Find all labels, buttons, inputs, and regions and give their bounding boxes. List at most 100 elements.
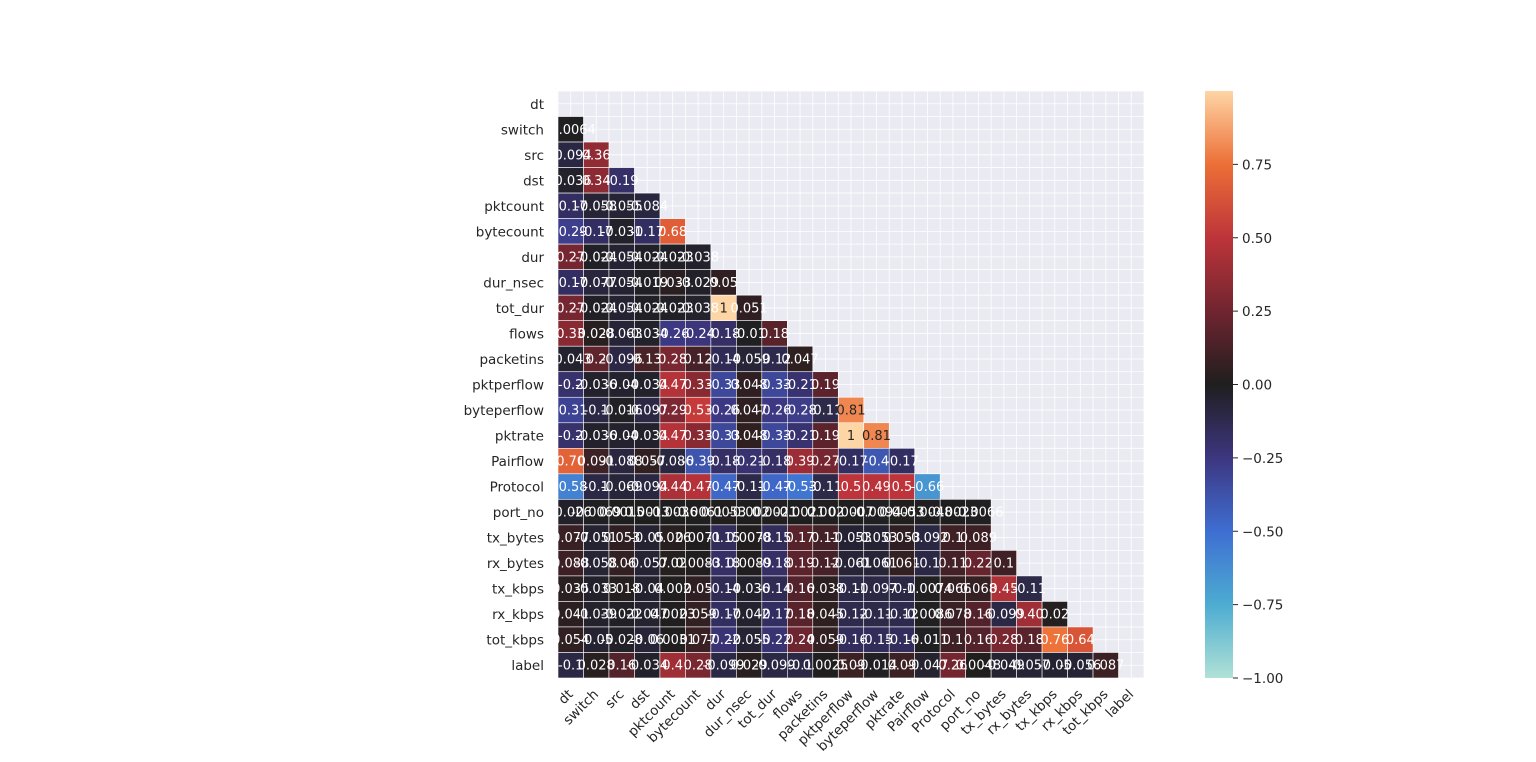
cell-value-label: 0.088 — [552, 557, 589, 572]
cell-value-label: 0.0013 — [624, 506, 670, 521]
heatmap-cell — [634, 575, 661, 602]
heatmap-cell — [761, 396, 788, 424]
heatmap-cell — [787, 499, 814, 526]
heatmap-cell — [812, 601, 839, 628]
cell-value-label: 0.0083 — [675, 557, 721, 572]
heatmap-cell — [685, 652, 712, 679]
heatmap-cell — [837, 550, 865, 577]
cell-value-label: -0.16 — [885, 633, 919, 648]
cell-value-label: 0.0071 — [675, 531, 721, 546]
cell-value-label: -0.01 — [732, 327, 766, 342]
heatmap-cell — [634, 218, 661, 245]
cell-value-label: -0.17 — [885, 455, 919, 470]
cell-value-label: -0.033 — [575, 582, 617, 597]
heatmap-cell — [557, 192, 584, 219]
y-tick-label: packetins — [479, 352, 544, 368]
cell-value-label: -0.66 — [911, 480, 945, 495]
heatmap-cell — [608, 294, 635, 321]
cell-value-label: -0.12 — [834, 608, 868, 623]
cell-value-label: -0.0023 — [928, 506, 978, 521]
cell-value-label: 0.47 — [684, 480, 713, 495]
y-tick-label: Pairflow — [491, 454, 544, 470]
cell-value-label: 0.002 — [807, 506, 844, 521]
heatmap-cell — [761, 575, 788, 602]
cell-value-label: -0.024 — [626, 250, 668, 265]
cell-value-label: -0.26 — [758, 404, 792, 419]
cell-value-label: -0.26 — [707, 404, 741, 419]
heatmap-cell — [812, 575, 839, 602]
heatmap-cell — [583, 141, 610, 168]
cell-value-label: -0.036 — [728, 582, 770, 597]
heatmap-cell — [659, 652, 686, 679]
cell-value-label: -0.053 — [856, 531, 898, 546]
heatmap-cell — [583, 243, 610, 270]
cell-value-label: 0.33 — [684, 429, 713, 444]
cell-value-label: -0.016 — [601, 404, 643, 419]
cell-value-label: 0.018 — [603, 582, 640, 597]
colorbar-tick-label: 0.50 — [1242, 231, 1272, 247]
cell-value-label: -0.034 — [626, 429, 668, 444]
cell-value-label: 0.02 — [1040, 608, 1069, 623]
cell-value-label: 0.053 — [603, 531, 640, 546]
heatmap-cell — [812, 524, 839, 551]
cell-value-label: -0.054 — [601, 250, 643, 265]
cell-value-label: 0.0025 — [803, 659, 849, 674]
heatmap-cell — [812, 422, 839, 449]
cell-value-label: -0.0066 — [953, 506, 1003, 521]
cell-value-label: -0.051 — [575, 531, 617, 546]
cell-value-label: 0.1 — [994, 557, 1015, 572]
heatmap-cell — [787, 550, 814, 577]
cell-value-label: -0.096 — [601, 352, 643, 367]
cell-value-label: 0.53 — [684, 404, 713, 419]
heatmap-cell — [736, 345, 763, 373]
cell-value-label: 0.16 — [607, 659, 636, 674]
heatmap-cell — [888, 499, 915, 526]
cell-value-label: 0.19 — [786, 557, 815, 572]
heatmap-cell — [837, 473, 865, 500]
cell-value-label: 0.18 — [760, 327, 789, 342]
cell-value-label: 0.077 — [680, 633, 717, 648]
heatmap-cell — [939, 601, 966, 628]
heatmap-cell — [710, 550, 737, 577]
heatmap-cell — [1067, 652, 1094, 679]
colorbar-tick-label: 0.25 — [1242, 304, 1272, 320]
cell-value-label: -0.17 — [579, 225, 613, 240]
cell-value-label: 0.0023 — [650, 608, 696, 623]
heatmap-cell — [736, 550, 763, 577]
heatmap-cell — [812, 499, 839, 526]
cell-value-label: -0.18 — [707, 327, 741, 342]
cell-value-label: 0.047 — [730, 404, 767, 419]
heatmap-cell — [608, 524, 635, 551]
heatmap-cell — [659, 345, 686, 373]
cell-value-label: -0.094 — [550, 148, 592, 163]
heatmap-cell — [608, 269, 635, 296]
cell-value-label: -0.0021 — [775, 506, 825, 521]
cell-value-label: 0.048 — [730, 378, 767, 393]
heatmap-cell — [863, 652, 890, 679]
cell-value-label: -0.58 — [554, 480, 588, 495]
y-tick-label: bytecount — [476, 224, 544, 240]
heatmap-cell — [659, 269, 686, 296]
cell-value-label: -0.11 — [860, 608, 894, 623]
cell-value-label: -0.14 — [707, 582, 741, 597]
cell-value-label: 0.0053 — [701, 506, 747, 521]
cell-value-label: -0.17 — [758, 608, 792, 623]
heatmap-cell — [1041, 626, 1068, 653]
cell-value-label: 0.041 — [552, 608, 589, 623]
cell-value-label: 0.16 — [964, 608, 993, 623]
cell-value-label: -0.04 — [605, 429, 639, 444]
heatmap-cell — [710, 524, 737, 551]
cell-value-label: -0.17 — [554, 199, 588, 214]
cell-value-label: 0.059 — [680, 608, 717, 623]
cell-value-label: 0.06 — [607, 557, 636, 572]
heatmap-cell — [583, 601, 610, 628]
heatmap-cell — [965, 550, 992, 577]
cell-value-label: -0.055 — [601, 199, 643, 214]
heatmap-cell — [837, 626, 865, 653]
cell-value-label: -0.099 — [983, 608, 1025, 623]
cell-value-label: 0.19 — [811, 378, 840, 393]
cell-value-label: 0.5 — [841, 480, 862, 495]
cell-value-label: -0.04 — [630, 582, 664, 597]
heatmap-cell — [863, 575, 890, 602]
